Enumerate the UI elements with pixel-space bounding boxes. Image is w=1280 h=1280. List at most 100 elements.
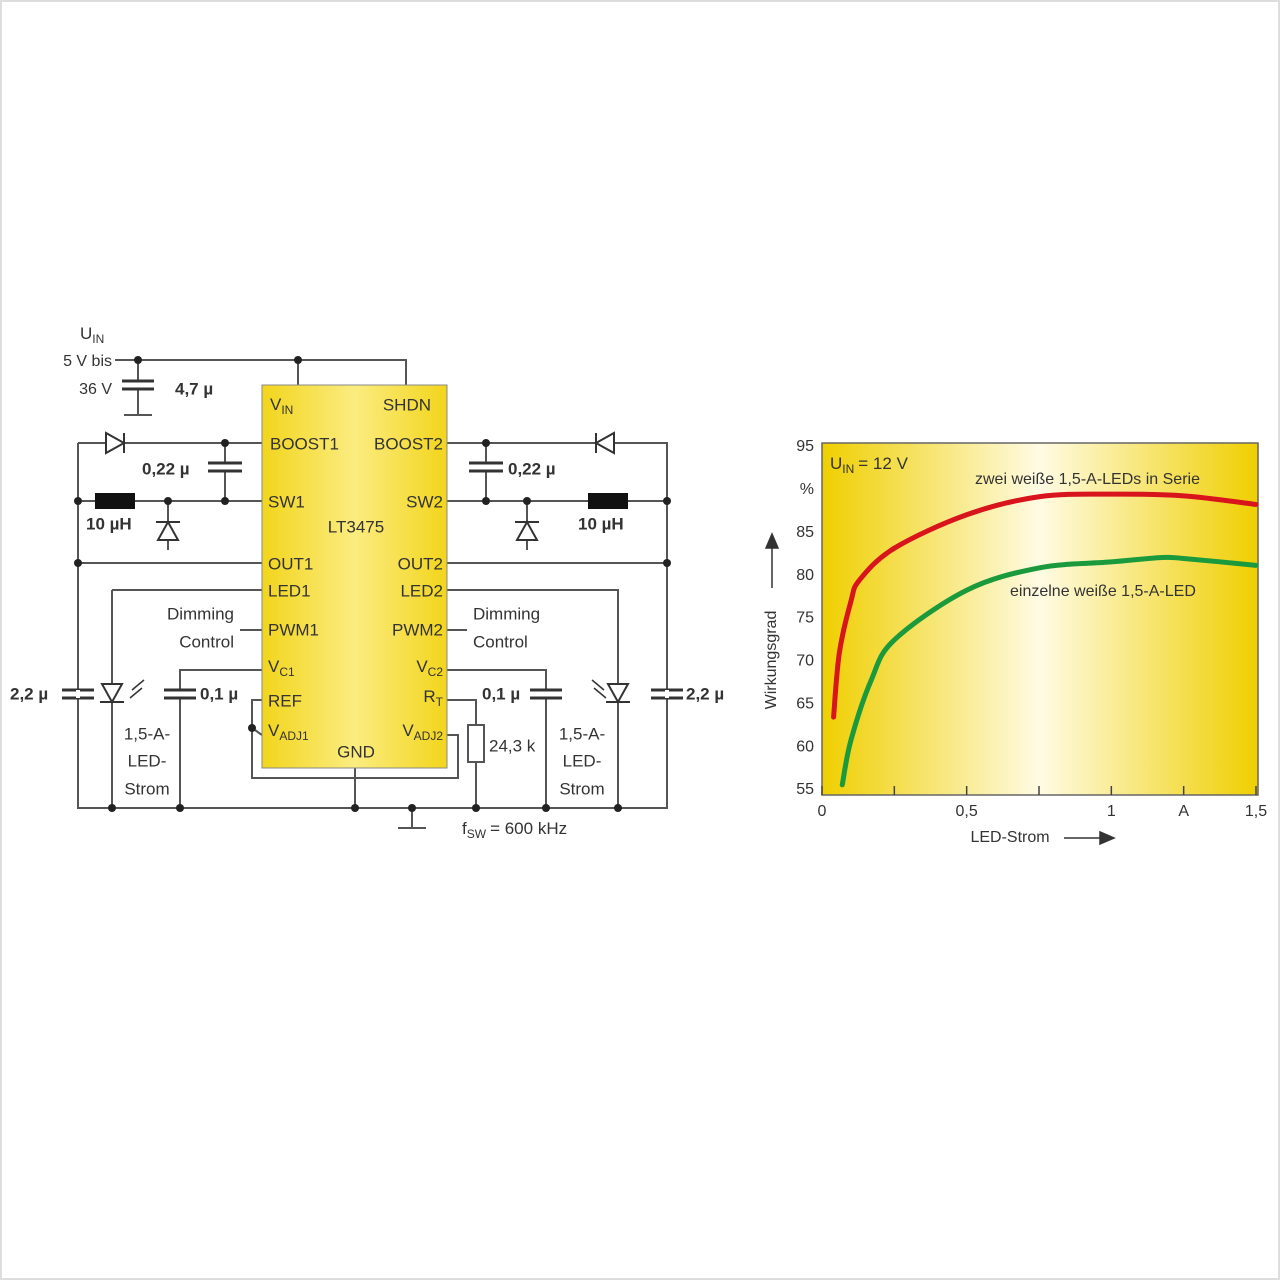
dimming: Dimming [167, 604, 234, 623]
x-arrow [1064, 830, 1116, 846]
series-line [839, 554, 1259, 788]
text: V [416, 657, 428, 676]
pin: VIN [270, 395, 293, 417]
y-tick-label: 65 [796, 695, 814, 712]
text: ADJ2 [414, 729, 444, 743]
series-label: einzelne weiße 1,5-A-LED [1010, 583, 1196, 600]
y-axis-title: Wirkungsgrad [763, 611, 780, 710]
diodes [100, 431, 630, 705]
dot [663, 497, 671, 505]
dot [351, 804, 359, 812]
pin: PWM1 [268, 620, 319, 639]
cap-label: 2,2 µ [686, 684, 724, 703]
pin: LED2 [400, 581, 443, 600]
text: V [268, 721, 280, 740]
dot [482, 497, 490, 505]
series-line [831, 491, 1259, 720]
ic-name: LT3475 [328, 517, 384, 536]
led-label: 1,5-A- [559, 724, 605, 743]
dimming: Control [473, 632, 528, 651]
chart: UIN = 12 V 0 0,5 1 A 1,5 95% 85 80 75 70 65 60 55 Wirk… [763, 438, 1267, 846]
dot [74, 497, 82, 505]
x-tick-label: 1,5 [1245, 803, 1267, 820]
inductor-label: 10 µH [578, 514, 624, 533]
text: SW [467, 827, 487, 841]
text: U [80, 324, 92, 343]
gap [76, 690, 80, 698]
y-tick-label: % [800, 481, 814, 498]
led-label: LED- [563, 751, 602, 770]
text: f [462, 819, 467, 838]
led-label: Strom [559, 779, 604, 798]
x-tick-label: A [1178, 803, 1189, 820]
y-arrow [764, 532, 780, 588]
text: V [268, 657, 280, 676]
text: R [423, 687, 435, 706]
dimming: Control [179, 632, 234, 651]
y-tick-label: 55 [796, 781, 814, 798]
pin: BOOST2 [374, 434, 443, 453]
light-arrows [129, 679, 607, 699]
pin: OUT2 [398, 554, 443, 573]
y-tick-label: 75 [796, 610, 814, 627]
gap [665, 690, 669, 698]
pin: REF [268, 691, 302, 710]
cap-label: 0,22 µ [508, 459, 556, 478]
dot [176, 804, 184, 812]
supply-range: 36 V [79, 381, 112, 398]
y-tick-label: 80 [796, 567, 814, 584]
annotation: UIN = 12 V [830, 454, 909, 476]
ic-body [261, 384, 448, 769]
text: = 600 kHz [490, 819, 567, 838]
dot [472, 804, 480, 812]
pin: GND [337, 742, 375, 761]
inductor-label: 10 µH [86, 514, 132, 533]
circuit: UIN 5 V bis 36 V 4,7 µ VIN SHDN BOOST1 B… [10, 324, 724, 841]
plot-area [821, 442, 1259, 796]
y-tick-label: 60 [796, 738, 814, 755]
dot [294, 356, 302, 364]
x-tick-label: 1 [1107, 803, 1116, 820]
frequency: fSW = 600 kHz [462, 819, 567, 841]
pin: SHDN [383, 395, 431, 414]
text: = 12 V [858, 454, 908, 473]
pin: BOOST1 [270, 434, 339, 453]
pin: RT [423, 687, 443, 709]
x-tick-label: 0 [818, 803, 827, 820]
pin: OUT1 [268, 554, 313, 573]
dot [221, 439, 229, 447]
pin: LED1 [268, 581, 311, 600]
dot [482, 439, 490, 447]
pin: SW2 [406, 492, 443, 511]
dot [408, 804, 416, 812]
text: U [830, 454, 842, 473]
pin: VC2 [416, 657, 443, 679]
dot [248, 724, 256, 732]
pin: SW1 [268, 492, 305, 511]
y-tick-label: 95 [796, 438, 814, 455]
dot [614, 804, 622, 812]
dot [74, 559, 82, 567]
pin: VC1 [268, 657, 295, 679]
dimming: Dimming [473, 604, 540, 623]
resistor [467, 724, 485, 763]
y-tick-label: 70 [796, 653, 814, 670]
x-axis-title: LED-Strom [970, 829, 1049, 846]
cap-label: 0,22 µ [142, 459, 190, 478]
series-label: zwei weiße 1,5-A-LEDs in Serie [975, 471, 1200, 488]
led-label: 1,5-A- [124, 724, 170, 743]
led-label: LED- [128, 751, 167, 770]
led-label: Strom [124, 779, 169, 798]
dot [108, 804, 116, 812]
text: ADJ1 [279, 729, 309, 743]
supply-range: 5 V bis [63, 353, 112, 370]
text: C1 [279, 665, 295, 679]
supply-label: UIN [80, 324, 104, 346]
inductor [588, 493, 628, 509]
cap-label: 0,1 µ [200, 684, 238, 703]
y-tick-label: 85 [796, 524, 814, 541]
dot [134, 356, 142, 364]
text: IN [92, 332, 104, 346]
